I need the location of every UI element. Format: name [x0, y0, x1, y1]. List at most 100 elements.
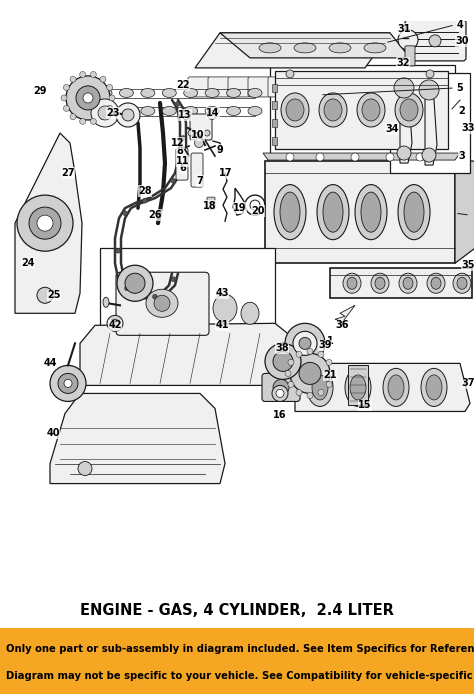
Bar — [100, 248, 275, 344]
Text: 44: 44 — [43, 358, 57, 369]
Text: 14: 14 — [206, 108, 220, 118]
FancyBboxPatch shape — [328, 77, 350, 97]
Ellipse shape — [274, 185, 306, 239]
Ellipse shape — [421, 369, 447, 407]
Circle shape — [116, 248, 120, 253]
Ellipse shape — [431, 277, 441, 289]
Circle shape — [64, 380, 72, 387]
Circle shape — [288, 382, 294, 387]
Ellipse shape — [388, 375, 404, 400]
Circle shape — [50, 365, 86, 401]
Circle shape — [429, 35, 441, 47]
Circle shape — [66, 76, 110, 120]
Circle shape — [64, 105, 69, 111]
Circle shape — [326, 382, 332, 387]
Circle shape — [80, 71, 86, 78]
Circle shape — [117, 265, 153, 301]
Text: 17: 17 — [219, 168, 233, 178]
Circle shape — [293, 331, 317, 355]
Text: 20: 20 — [251, 206, 265, 216]
Text: 27: 27 — [61, 168, 75, 178]
Circle shape — [318, 389, 324, 396]
Circle shape — [273, 380, 289, 396]
Ellipse shape — [427, 273, 445, 294]
Circle shape — [107, 85, 113, 90]
Text: 18: 18 — [203, 201, 217, 211]
Text: 40: 40 — [46, 428, 60, 439]
Text: 12: 12 — [171, 138, 185, 148]
Text: 15: 15 — [358, 400, 372, 410]
FancyBboxPatch shape — [191, 153, 203, 187]
Ellipse shape — [323, 192, 343, 232]
Circle shape — [285, 323, 325, 364]
FancyBboxPatch shape — [288, 77, 310, 97]
Text: 29: 29 — [33, 86, 47, 96]
Polygon shape — [50, 393, 225, 484]
Ellipse shape — [400, 99, 418, 121]
Circle shape — [17, 195, 73, 251]
Polygon shape — [348, 365, 368, 405]
Polygon shape — [425, 85, 437, 165]
Text: 39: 39 — [318, 340, 332, 350]
Ellipse shape — [98, 106, 112, 115]
Ellipse shape — [355, 185, 387, 239]
Circle shape — [299, 337, 311, 349]
Circle shape — [154, 295, 170, 312]
Ellipse shape — [453, 273, 471, 294]
Text: 23: 23 — [106, 108, 120, 118]
FancyBboxPatch shape — [208, 77, 230, 97]
Circle shape — [109, 95, 115, 101]
FancyBboxPatch shape — [116, 272, 209, 335]
Ellipse shape — [350, 375, 366, 400]
Ellipse shape — [248, 88, 262, 97]
Ellipse shape — [362, 99, 380, 121]
Polygon shape — [295, 364, 470, 412]
Circle shape — [397, 146, 411, 160]
Circle shape — [398, 30, 418, 50]
Circle shape — [83, 93, 93, 103]
Ellipse shape — [398, 185, 430, 239]
Circle shape — [351, 153, 359, 161]
Text: 31: 31 — [397, 24, 411, 34]
Text: 30: 30 — [455, 36, 469, 46]
Ellipse shape — [286, 99, 304, 121]
Circle shape — [76, 86, 100, 110]
Circle shape — [61, 95, 67, 101]
Text: 43: 43 — [215, 288, 229, 298]
Circle shape — [276, 389, 284, 398]
Text: 25: 25 — [47, 290, 61, 301]
Text: 13: 13 — [178, 110, 192, 120]
Ellipse shape — [404, 192, 424, 232]
Circle shape — [143, 198, 147, 203]
FancyBboxPatch shape — [405, 46, 415, 66]
Circle shape — [290, 353, 330, 393]
Circle shape — [153, 294, 157, 299]
Ellipse shape — [317, 185, 349, 239]
Circle shape — [125, 273, 145, 294]
Ellipse shape — [119, 106, 133, 115]
Bar — [272, 101, 277, 109]
Circle shape — [37, 215, 53, 231]
Text: 41: 41 — [215, 321, 229, 330]
Circle shape — [91, 99, 119, 127]
Circle shape — [307, 348, 313, 355]
FancyBboxPatch shape — [405, 20, 466, 61]
Circle shape — [208, 110, 217, 119]
Text: 8: 8 — [176, 146, 183, 156]
Text: 1: 1 — [327, 337, 333, 346]
Circle shape — [194, 139, 203, 148]
Ellipse shape — [347, 277, 357, 289]
FancyBboxPatch shape — [368, 77, 390, 97]
Text: 24: 24 — [21, 258, 35, 268]
Circle shape — [122, 109, 134, 121]
Text: Only one part or sub-assembly in diagram included. See Item Specifics for Refere: Only one part or sub-assembly in diagram… — [6, 644, 474, 654]
Ellipse shape — [281, 93, 309, 127]
FancyBboxPatch shape — [228, 77, 250, 97]
Circle shape — [299, 362, 321, 384]
Circle shape — [175, 101, 180, 106]
Text: 37: 37 — [461, 378, 474, 389]
Circle shape — [100, 76, 106, 82]
Circle shape — [265, 344, 301, 380]
Polygon shape — [15, 133, 82, 313]
Circle shape — [286, 70, 294, 78]
